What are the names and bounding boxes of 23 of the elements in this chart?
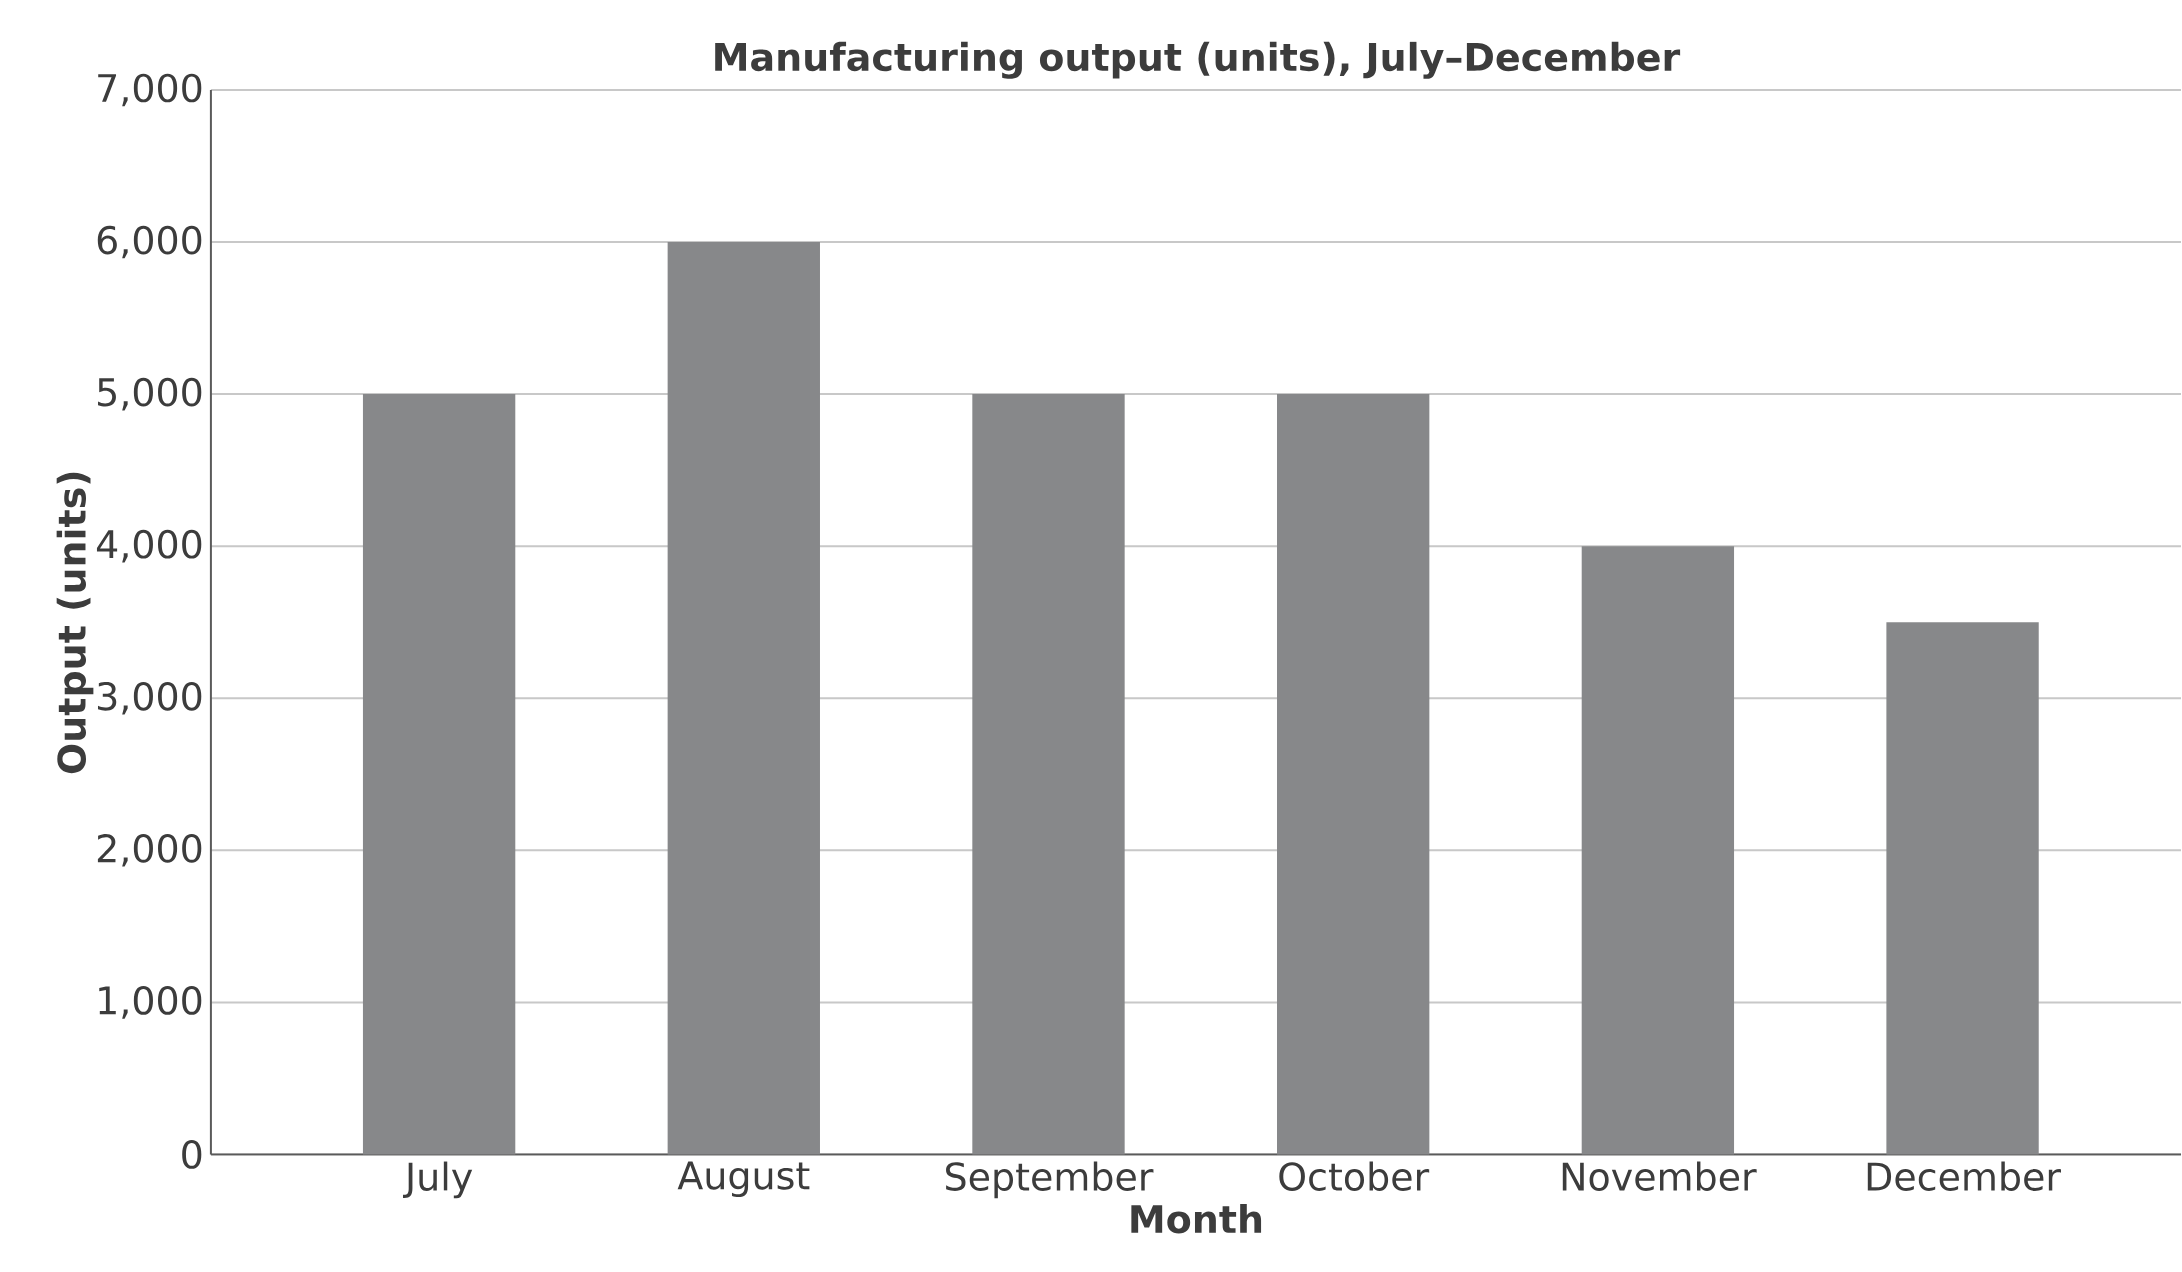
x-tick-label: December	[1867, 1161, 2062, 1191]
y-tick-label: 7,000	[98, 73, 202, 107]
y-tick-label: 5,000	[98, 377, 202, 411]
bar	[972, 393, 1125, 1155]
y-tick-label: 0	[182, 1139, 202, 1169]
x-tick-label: September	[946, 1161, 1154, 1199]
y-axis-title: Output (units)	[56, 472, 94, 773]
bar	[1277, 393, 1430, 1155]
bar	[667, 241, 820, 1155]
x-tick-label: August	[677, 1161, 810, 1197]
x-tick-label: October	[1279, 1161, 1430, 1191]
y-tick-label: 4,000	[96, 529, 202, 563]
x-tick-label: July	[402, 1161, 473, 1199]
y-tick-label: 2,000	[97, 833, 202, 867]
x-tick-label: November	[1562, 1161, 1757, 1191]
bar	[362, 393, 516, 1155]
chart-title: Manufacturing output (units), July–December	[715, 41, 1681, 79]
bar	[1581, 545, 1735, 1155]
y-tick-label: 6,000	[97, 225, 202, 259]
y-tick-label: 3,000	[98, 681, 202, 715]
y-tick-label: 1,000	[99, 985, 202, 1019]
x-axis-title: Month	[1131, 1203, 1262, 1234]
bar	[1886, 622, 2039, 1155]
